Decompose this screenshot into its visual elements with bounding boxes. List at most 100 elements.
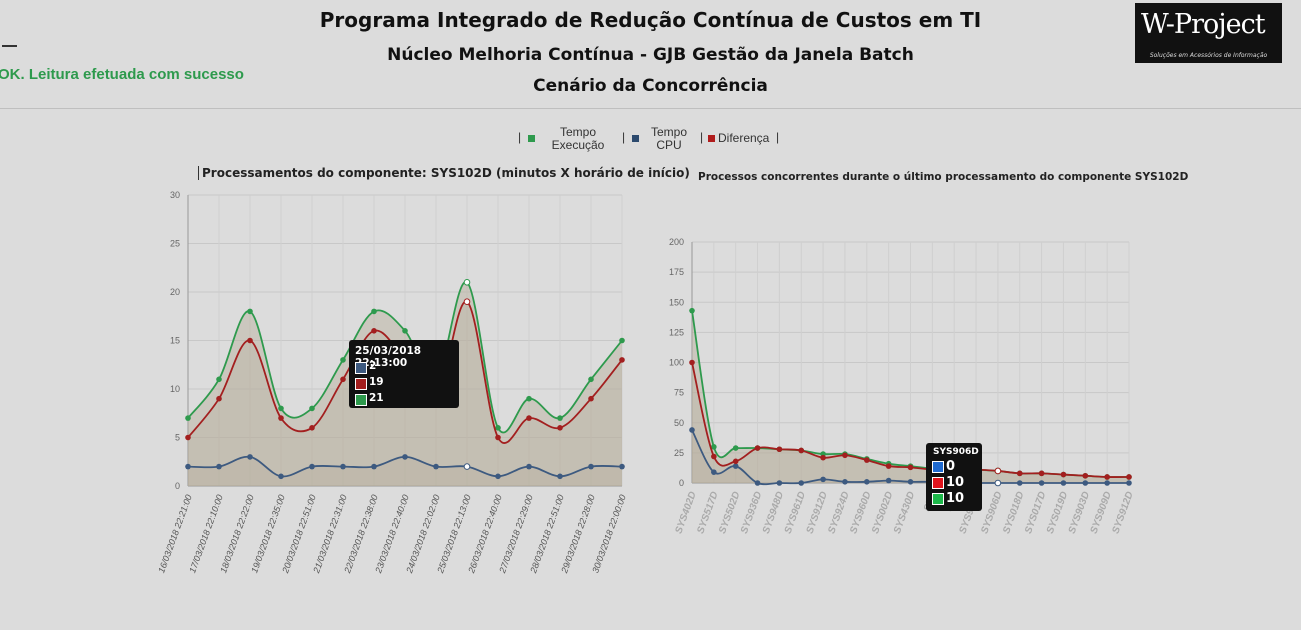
chart1-area-cpu (188, 456, 622, 486)
header-divider (0, 108, 1301, 109)
chart1-ytick-label: 20 (170, 287, 180, 297)
chart2-xtick-label: SYS430D (892, 490, 917, 535)
chart1-point-diff (278, 415, 284, 421)
chart2-xtick-label: SYS018D (1001, 490, 1026, 535)
chart1-point-cpu (463, 463, 471, 470)
chart1-xtick-label: 23/03/2018 22:40:00 (373, 493, 411, 575)
chart1-tooltip-diff: 19 (369, 376, 384, 388)
chart2-ytick-label: 175 (669, 267, 684, 277)
chart1-point-cpu (247, 454, 253, 460)
chart1-point-exec (588, 376, 594, 383)
chart1-point-diff (340, 376, 346, 383)
chart2-xtick-label: SYS517D (695, 490, 720, 535)
legend-swatch-exec (528, 135, 535, 142)
chart1-point-diff (309, 425, 315, 431)
chart1-point-exec (216, 376, 222, 383)
chart2-point-diff (1104, 474, 1110, 480)
chart1-tooltip-cpu: 2 (369, 360, 377, 372)
chart2-ytick-label: 200 (669, 237, 684, 247)
chart2-ytick-label: 150 (669, 297, 684, 307)
chart1-point-cpu (526, 463, 532, 470)
chart2-point-cpu (994, 479, 1002, 487)
chart1-ytick-label: 10 (170, 384, 180, 394)
chart1-xtick-label: 17/03/2018 22:10:00 (187, 493, 225, 574)
chart2-xtick-label: SYS502D (717, 490, 742, 535)
chart2-point-cpu (842, 478, 848, 485)
chart2-tooltip-diff: 10 (946, 475, 965, 490)
legend-label-cpu-2: CPU (656, 138, 682, 152)
chart2-point-diff (820, 454, 826, 461)
chart2-xtick-label: SYS961D (783, 490, 808, 535)
chart2-point-exec (711, 444, 717, 450)
chart2-point-cpu (798, 480, 805, 486)
chart1-xtick-label: 25/03/2018 22:13:00 (435, 493, 473, 575)
chart2-xtick-label: SYS906D (979, 490, 1004, 535)
chart1-xtick-label: 29/03/2018 22:28:00 (559, 493, 597, 575)
chart1-xtick-label: 18/03/2018 22:22:00 (218, 493, 256, 574)
chart1-point-cpu (371, 463, 377, 470)
scenario-title: Cenário da Concorrência (533, 76, 768, 96)
chart2-svg: 0255075100125150175200SYS402DSYS517DSYS5… (669, 237, 1136, 535)
chart1-point-diff (557, 425, 563, 431)
chart2-xtick-label: SYS936D (739, 490, 764, 535)
chart1-point-exec (247, 308, 253, 315)
chart2-point-cpu (711, 469, 717, 475)
legend-label-diff: Diferença (718, 131, 770, 145)
chart1-point-cpu (588, 463, 594, 470)
chart1-xtick-label: 30/03/2018 22:00:00 (590, 493, 628, 574)
chart1-point-diff (619, 357, 625, 363)
chart2-point-cpu (1038, 480, 1045, 486)
chart2-tooltip: SYS906D 0 10 10 (926, 443, 982, 511)
chart2-point-diff (864, 457, 870, 463)
chart2-point-diff (907, 464, 914, 471)
chart2-point-exec (689, 307, 695, 314)
menu-dash[interactable] (2, 45, 17, 47)
chart2-point-diff (994, 467, 1002, 475)
chart1-xtick-label: 20/03/2018 22:51:00 (280, 493, 318, 575)
chart1-point-diff (495, 434, 501, 441)
chart1-point-exec (402, 328, 408, 334)
chart1-title: Processamentos do componente: SYS102D (m… (198, 166, 690, 180)
chart1-ytick-label: 25 (170, 239, 180, 249)
chart1-point-exec (309, 405, 315, 412)
chart2-xtick-label: SYS960D (848, 490, 873, 535)
chart2-point-cpu (864, 478, 870, 485)
chart1-point-cpu (309, 463, 315, 470)
chart2-point-cpu (1126, 480, 1132, 486)
chart1-point-cpu (216, 463, 222, 470)
chart1-point-diff (185, 434, 191, 441)
chart2-point-diff (754, 445, 761, 451)
chart2-point-diff (689, 359, 695, 366)
chart1-xtick-label: 27/03/2018 22:29:00 (497, 493, 535, 575)
chart1-point-exec (371, 308, 377, 315)
chart2-point-diff (842, 452, 848, 459)
legend-label-exec-2: Execução (551, 138, 605, 152)
legend-swatch-cpu (632, 135, 639, 142)
chart2-tooltip-exec: 10 (946, 491, 965, 506)
chart1-ytick-label: 5 (175, 433, 180, 443)
chart2-point-exec (732, 445, 739, 451)
logo-text: W-Project (1141, 9, 1266, 40)
chart2-title: Processos concorrentes durante o último … (698, 171, 1189, 183)
chart1-point-exec (557, 415, 563, 421)
chart2-point-cpu (885, 477, 892, 484)
chart2-point-cpu (776, 480, 783, 486)
chart2-ytick-label: 25 (674, 448, 684, 458)
chart2-point-diff (798, 447, 805, 454)
chart2-point-diff (1038, 470, 1045, 477)
chart2-tooltip-title: SYS906D (933, 447, 979, 457)
chart1-point-cpu (557, 473, 563, 480)
chart2-point-cpu (1104, 480, 1110, 486)
chart1-point-exec (278, 405, 284, 412)
chart1-xtick-label: 22/03/2018 22:38:00 (342, 493, 380, 575)
chart2-point-cpu (907, 478, 914, 485)
chart1-point-diff (216, 395, 222, 402)
chart1-point-cpu (185, 463, 191, 470)
chart1-xtick-label: 16/03/2018 22:21:00 (156, 493, 194, 574)
chart2-point-cpu (689, 427, 695, 433)
chart2-ytick-label: 75 (674, 388, 684, 398)
chart1-point-diff (371, 328, 377, 334)
chart2-point-diff (1126, 474, 1132, 480)
chart2-point-diff (1060, 471, 1067, 478)
chart2-tooltip-cpu: 0 (946, 459, 956, 474)
